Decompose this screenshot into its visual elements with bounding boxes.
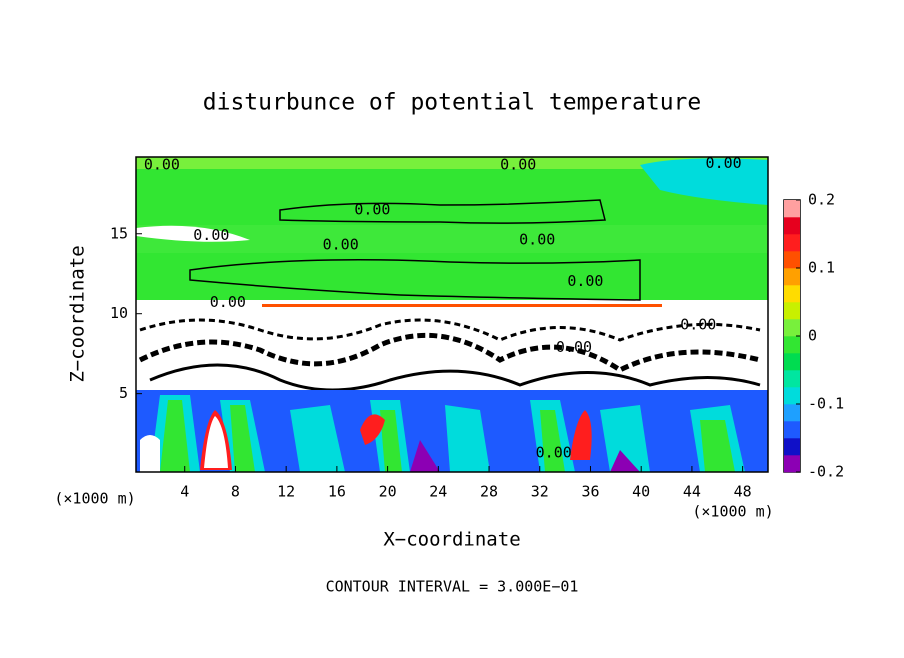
colorbar-swatch: [784, 200, 800, 218]
colorbar-tick-label: -0.2: [808, 463, 844, 481]
x-tick-label: 40: [632, 483, 650, 501]
annotation: CONTOUR INTERVAL = 3.000E−01: [326, 578, 579, 596]
colorbar-tick-label: 0.2: [808, 191, 835, 209]
field-region: [139, 318, 761, 342]
colorbar-swatch: [784, 404, 800, 422]
colorbar-swatch: [784, 251, 800, 269]
field-region: [138, 332, 761, 373]
colorbar-swatch: [784, 302, 800, 320]
colorbar-swatch: [784, 285, 800, 303]
x-tick-label: 36: [581, 483, 599, 501]
x-unit-label: (×1000 m): [692, 503, 773, 521]
x-tick-label: 48: [734, 483, 752, 501]
y-axis-label: Z−coordinate: [67, 245, 89, 382]
y-tick-label: 15: [110, 224, 128, 242]
contour-label: 0.00: [210, 293, 246, 311]
contour-label: 0.00: [500, 155, 536, 173]
colorbar-tick-label: 0.1: [808, 259, 835, 277]
x-axis-label: X−coordinate: [383, 529, 520, 551]
field-region: [410, 440, 640, 472]
y-tick-label: 10: [110, 304, 128, 322]
plot-frame: [135, 156, 769, 473]
field-region: [149, 363, 761, 392]
contour-label: 0.00: [193, 226, 229, 244]
field-region: [136, 225, 250, 242]
contour-label: 0.00: [144, 155, 180, 173]
field-region: [136, 300, 768, 390]
field-region: [189, 199, 641, 301]
x-tick-label: 32: [531, 483, 549, 501]
field-region: [136, 157, 768, 169]
x-tick-label: 20: [379, 483, 397, 501]
field-region: [150, 395, 745, 472]
contour-label: 0.00: [354, 200, 390, 218]
contour-label: 0.00: [519, 231, 555, 249]
contour-label: 0.00: [706, 154, 742, 172]
field: [136, 157, 768, 472]
x-tick-label: 12: [277, 483, 295, 501]
x-tick-label: 44: [683, 483, 701, 501]
colorbar-swatch: [784, 421, 800, 439]
chart-title: disturbunce of potential temperature: [203, 90, 702, 116]
colorbar-swatch: [784, 319, 800, 337]
colorbar-swatch: [784, 370, 800, 388]
contour-label: 0.00: [556, 338, 592, 356]
colorbar-swatch: [784, 217, 800, 235]
x-tick-label: 28: [480, 483, 498, 501]
colorbar-tick-label: 0: [808, 327, 817, 345]
colorbar-swatch: [784, 234, 800, 252]
colorbar-swatch: [784, 268, 800, 286]
colorbar-swatch: [784, 387, 800, 405]
field-region: [640, 158, 768, 205]
x-tick-label: 16: [328, 483, 346, 501]
y-unit-label: (×1000 m): [54, 490, 135, 508]
colorbar-swatch: [784, 353, 800, 371]
field-region: [140, 416, 228, 472]
contour-label: 0.00: [680, 315, 716, 333]
x-tick-label: 4: [180, 483, 189, 501]
field-region: [262, 304, 662, 307]
y-tick-label: 5: [119, 384, 128, 402]
colorbar-tick-label: -0.1: [808, 395, 844, 413]
colorbar-swatch: [784, 438, 800, 456]
x-tick-label: 24: [429, 483, 447, 501]
contour-label: 0.00: [567, 272, 603, 290]
colorbar-swatch: [784, 455, 800, 473]
contour-label: 0.00: [536, 443, 572, 461]
contour-label: 0.00: [323, 235, 359, 253]
x-tick-label: 8: [231, 483, 240, 501]
colorbar-swatch: [784, 336, 800, 354]
